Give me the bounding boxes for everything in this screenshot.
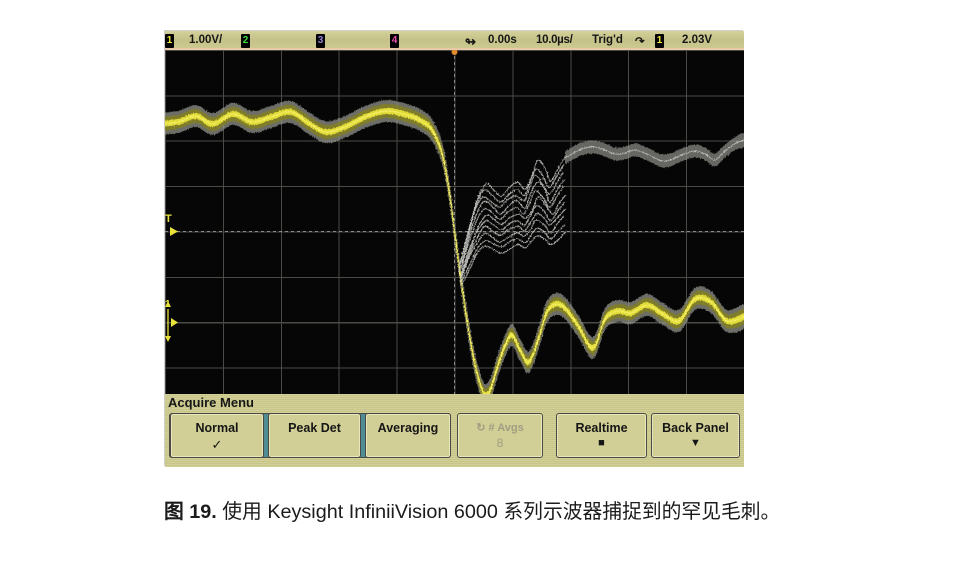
svg-text:T: T <box>165 213 172 225</box>
